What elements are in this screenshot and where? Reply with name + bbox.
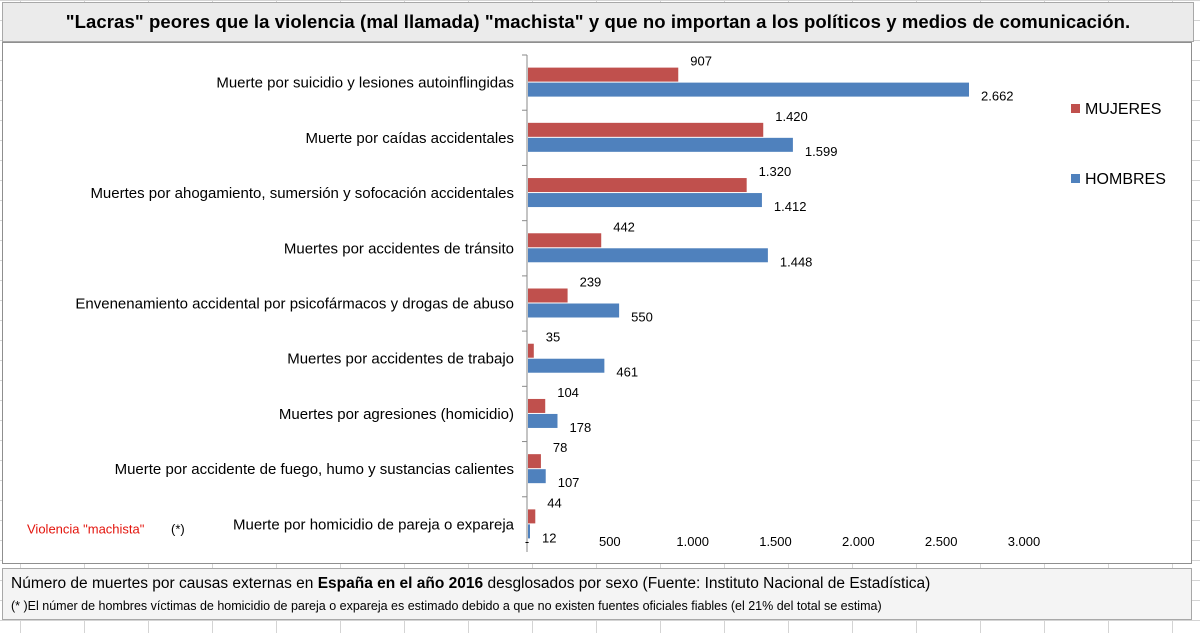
- data-label-hombres: 1.412: [774, 199, 807, 214]
- data-label-mujeres: 44: [547, 495, 561, 510]
- footer-suffix: desglosados por sexo (Fuente: Instituto …: [483, 575, 931, 592]
- data-label-mujeres: 78: [553, 440, 567, 455]
- data-label-hombres: 12: [542, 530, 556, 545]
- bar-mujeres: [528, 343, 534, 358]
- data-label-mujeres: 442: [613, 219, 635, 234]
- x-tick-label: 2.000: [842, 534, 875, 549]
- x-tick-label: 2.500: [925, 534, 958, 549]
- legend-swatch-mujeres: [1071, 104, 1080, 113]
- footer-bold: España en el año 2016: [317, 575, 484, 592]
- bar-mujeres: [528, 233, 602, 248]
- bar-hombres: [528, 82, 970, 97]
- bar-mujeres: [528, 509, 536, 524]
- data-label-mujeres: 104: [557, 385, 579, 400]
- annotation-asterisk: (*): [171, 521, 185, 536]
- data-label-mujeres: 239: [580, 275, 602, 290]
- data-label-hombres: 107: [558, 475, 580, 490]
- legend-swatch-hombres: [1071, 174, 1080, 183]
- data-label-mujeres: 1.320: [759, 164, 792, 179]
- bar-hombres: [528, 469, 546, 484]
- chart-area[interactable]: - 500 1.000 1.500 2.000 2.500 3.000 Muerte por …: [2, 42, 1192, 564]
- bar-hombres: [528, 413, 558, 428]
- data-label-hombres: 1.448: [780, 254, 813, 269]
- category-label: Muertes por agresiones (homicidio): [279, 406, 514, 423]
- x-tick-label: 1.500: [759, 534, 792, 549]
- category-label: Muertes por accidentes de trabajo: [287, 351, 514, 368]
- data-label-hombres: 461: [616, 365, 638, 380]
- data-label-mujeres: 1.420: [775, 109, 808, 124]
- data-label-hombres: 2.662: [981, 89, 1014, 104]
- chart-title: "Lacras" peores que la violencia (mal ll…: [65, 11, 1131, 32]
- footer-asterisk-note: (* )El númer de hombres víctimas de homi…: [11, 599, 882, 613]
- category-label: Muerte por homicidio de pareja o exparej…: [233, 516, 515, 533]
- bar-mujeres: [528, 398, 546, 413]
- footer-note-box: Número de muertes por causas externas en…: [2, 568, 1192, 620]
- annotation-violencia-machista: Violencia "machista": [27, 521, 145, 536]
- bar-mujeres: [528, 122, 764, 137]
- x-tick-label: 3.000: [1008, 534, 1041, 549]
- legend-label-mujeres: MUJERES: [1085, 101, 1161, 118]
- bar-hombres: [528, 303, 620, 318]
- data-label-mujeres: 907: [690, 54, 712, 69]
- bar-hombres: [528, 524, 530, 539]
- footer-prefix: Número de muertes por causas externas en: [11, 575, 318, 592]
- category-label: Envenenamiento accidental por psicofárma…: [75, 296, 514, 313]
- data-label-hombres: 178: [569, 420, 591, 435]
- category-label: Muerte por suicidio y lesiones autoinfli…: [216, 75, 514, 92]
- bar-mujeres: [528, 454, 541, 469]
- category-label: Muerte por caídas accidentales: [306, 130, 514, 147]
- legend-label-hombres: HOMBRES: [1085, 171, 1166, 188]
- category-label: Muertes por accidentes de tránsito: [284, 240, 514, 257]
- x-tick-label: 500: [599, 534, 621, 549]
- bar-mujeres: [528, 288, 568, 303]
- data-label-hombres: 1.599: [805, 144, 838, 159]
- bar-hombres: [528, 358, 605, 373]
- chart-title-banner: "Lacras" peores que la violencia (mal ll…: [2, 2, 1194, 42]
- bar-hombres: [528, 248, 768, 263]
- bar-mujeres: [528, 67, 679, 82]
- bar-hombres: [528, 193, 762, 208]
- footer-source-line: Número de muertes por causas externas en…: [11, 575, 930, 593]
- bar-hombres: [528, 137, 793, 152]
- bar-chart: - 500 1.000 1.500 2.000 2.500 3.000 Muerte por …: [27, 54, 1166, 552]
- x-tick-label: 1.000: [676, 534, 709, 549]
- category-label: Muertes por ahogamiento, sumersión y sof…: [90, 185, 514, 202]
- x-tick-label: -: [525, 534, 529, 549]
- category-label: Muerte por accidente de fuego, humo y su…: [115, 461, 514, 478]
- bar-mujeres: [528, 178, 747, 193]
- data-label-mujeres: 35: [546, 330, 560, 345]
- data-label-hombres: 550: [631, 310, 653, 325]
